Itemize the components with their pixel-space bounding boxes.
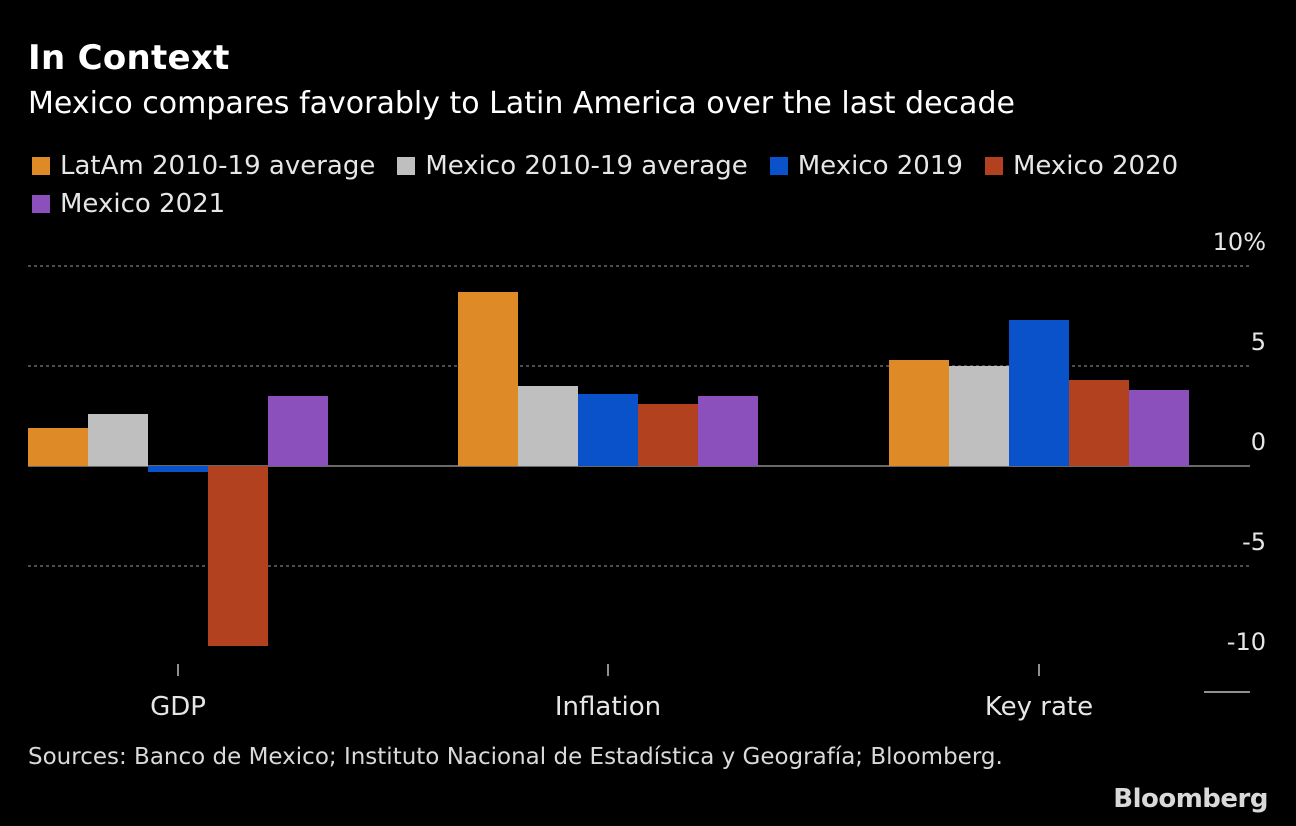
y-tick-label: 0	[1251, 428, 1266, 456]
legend-label: Mexico 2021	[60, 189, 226, 219]
legend-item: LatAm 2010-19 average	[32, 150, 375, 182]
x-category-label: Key rate	[985, 692, 1093, 722]
legend-swatch	[769, 157, 788, 175]
legend-item: Mexico 2020	[984, 150, 1179, 182]
bar-chart: 10% 5 0 -5 -10 GDP Inflation Key rate	[28, 228, 1266, 722]
chart-title: In Context	[28, 38, 230, 78]
legend-swatch	[32, 157, 50, 175]
legend-swatch	[32, 195, 50, 213]
legend-item: Mexico 2010-19 average	[397, 150, 748, 182]
bar	[949, 366, 1009, 466]
x-category-label: Inflation	[555, 692, 661, 722]
bar	[578, 394, 638, 466]
legend-label: Mexico 2020	[1012, 151, 1179, 181]
legend-label: Mexico 2010-19 average	[425, 151, 748, 181]
bar	[638, 404, 698, 466]
legend-item: Mexico 2021	[32, 188, 225, 220]
bar	[28, 428, 88, 466]
legend-label: LatAm 2010-19 average	[60, 151, 376, 181]
legend: LatAm 2010-19 average Mexico 2010-19 aver…	[32, 150, 1272, 220]
y-tick-label: 10%	[1213, 228, 1266, 256]
x-category-label: GDP	[150, 692, 206, 722]
bar	[518, 386, 578, 466]
bar	[208, 466, 268, 646]
y-tick-label: -5	[1242, 528, 1266, 556]
bar	[1129, 390, 1189, 466]
legend-item: Mexico 2019	[769, 150, 963, 182]
bar	[698, 396, 758, 466]
legend-label: Mexico 2019	[797, 151, 963, 181]
bloomberg-logo: Bloomberg	[1113, 784, 1268, 814]
bar	[1069, 380, 1129, 466]
source-note: Sources: Banco de Mexico; Instituto Naci…	[28, 744, 1003, 770]
bar	[148, 466, 208, 472]
chart-subtitle: Mexico compares favorably to Latin Ameri…	[28, 86, 1015, 121]
legend-swatch	[984, 157, 1003, 175]
y-tick-label: -10	[1227, 628, 1266, 656]
bar	[1009, 320, 1069, 466]
bar	[458, 292, 518, 466]
legend-swatch	[397, 157, 416, 175]
bar	[268, 396, 328, 466]
y-tick-label: 5	[1251, 328, 1266, 356]
bar	[889, 360, 949, 466]
bar	[88, 414, 148, 466]
